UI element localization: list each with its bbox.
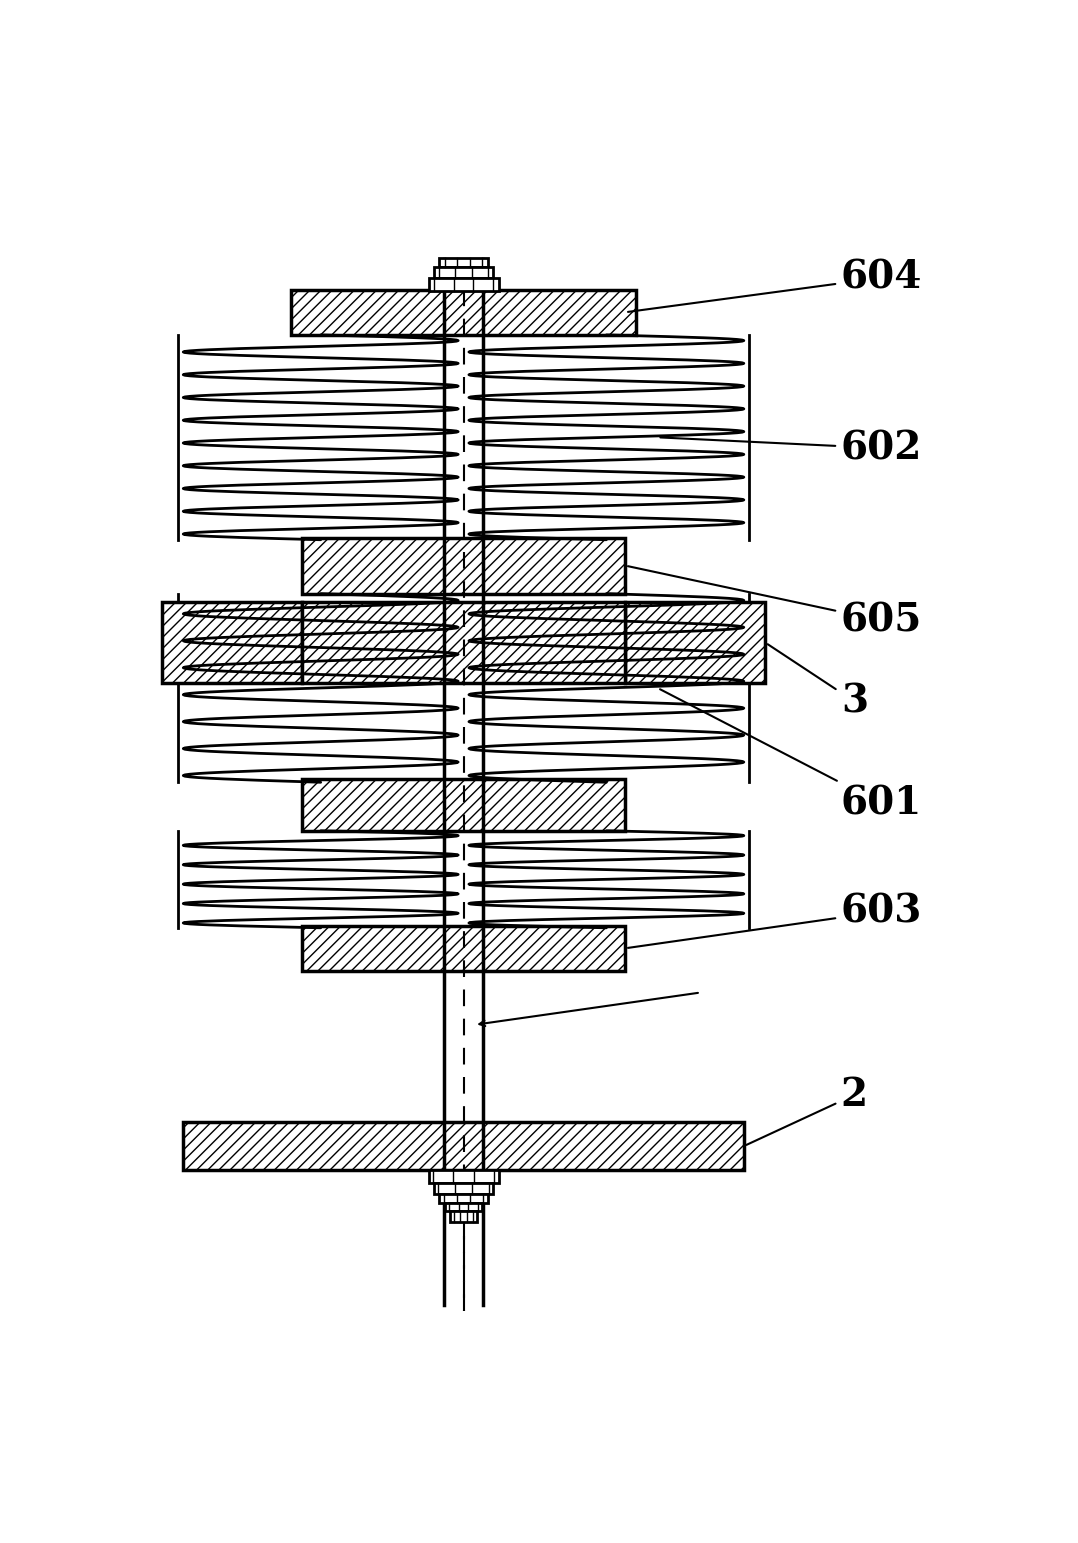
Bar (440, 258, 487, 267)
Text: 605: 605 (628, 566, 922, 640)
Bar (428, 1170, 498, 1183)
Text: 603: 603 (628, 893, 922, 947)
Text: 601: 601 (660, 690, 922, 822)
Bar (433, 1183, 493, 1194)
Text: 604: 604 (628, 259, 922, 312)
Bar (444, 1202, 483, 1211)
Bar (291, 290, 636, 335)
Bar (428, 278, 498, 290)
Bar (440, 1194, 487, 1202)
Bar (433, 267, 493, 278)
Bar (183, 1122, 744, 1170)
Text: 602: 602 (661, 429, 922, 468)
Bar (162, 602, 302, 684)
Bar (302, 926, 625, 971)
Text: 2: 2 (746, 1075, 868, 1145)
Text: 3: 3 (768, 645, 868, 721)
Bar (302, 602, 625, 684)
Bar (302, 537, 625, 594)
Bar (451, 1211, 478, 1222)
Bar (302, 779, 625, 830)
Bar (625, 602, 765, 684)
